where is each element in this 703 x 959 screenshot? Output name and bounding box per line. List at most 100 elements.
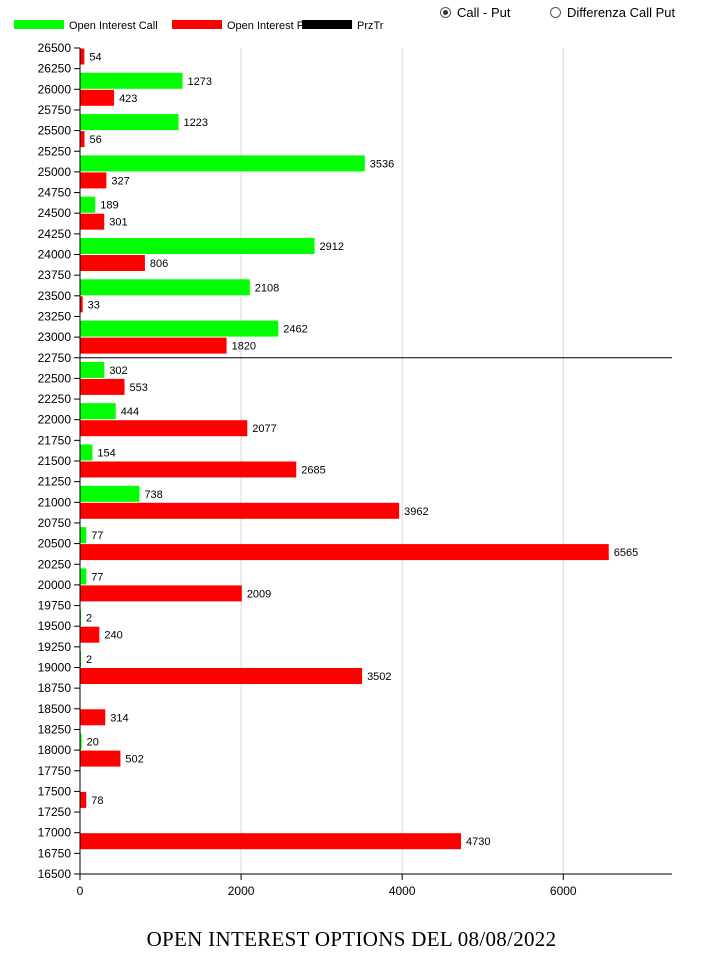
put-bar-label: 301 [109,217,127,229]
put-bar [80,626,100,643]
put-bar-label: 240 [104,630,122,642]
y-tick-label: 18250 [38,722,72,736]
put-bar [80,48,85,65]
put-bar [80,296,83,313]
put-bar [80,461,297,478]
put-bar [80,833,461,850]
y-tick-label: 23000 [38,330,72,344]
call-bar-label: 2 [86,613,92,625]
put-bar [80,378,125,395]
x-tick-label: 6000 [550,884,577,898]
put-bar-label: 2685 [301,465,325,477]
put-bar [80,255,145,271]
y-tick-label: 24250 [38,227,72,241]
call-bar-label: 3536 [370,158,394,170]
put-bar [80,709,106,726]
call-bar-label: 444 [121,406,139,418]
y-tick-label: 25500 [38,124,72,138]
y-tick-label: 20000 [38,578,72,592]
call-bar-label: 738 [144,489,162,501]
put-bar-label: 78 [91,795,103,807]
put-bar-label: 4730 [466,836,490,848]
call-bar [80,196,96,213]
y-tick-label: 21750 [38,433,72,447]
put-bar-label: 33 [88,299,100,311]
call-bar-label: 2108 [255,282,279,294]
legend-swatch [14,20,64,29]
grid-lines [240,48,564,874]
legend-label: Open Interest Call [69,20,158,32]
put-bar [80,172,107,189]
call-bar-label: 77 [91,571,103,583]
call-put-radio[interactable]: Call - Put [440,5,510,20]
put-bar-label: 54 [89,52,101,64]
put-bar-label: 2077 [252,423,276,435]
y-tick-label: 24000 [38,248,72,262]
call-bar-label: 20 [87,737,99,749]
call-bar [80,72,183,89]
legend-swatch [172,20,222,29]
call-bar-label: 2462 [283,324,307,336]
put-bar-label: 3962 [404,506,428,518]
y-tick-label: 19750 [38,599,72,613]
y-tick-label: 20500 [38,537,72,551]
y-tick-label: 25250 [38,144,72,158]
put-bar [80,131,85,148]
put-bar [80,420,248,437]
y-tick-label: 19000 [38,661,72,675]
y-tick-label: 25750 [38,103,72,117]
call-bar [80,568,87,585]
y-tick-label: 22000 [38,413,72,427]
x-tick-label: 2000 [228,884,255,898]
y-tick-label: 23750 [38,268,72,282]
put-bar [80,502,400,519]
call-bar [80,733,82,750]
call-bar [80,403,116,420]
call-bar-label: 189 [100,200,118,212]
y-tick-label: 18750 [38,681,72,695]
y-tick-label: 21000 [38,495,72,509]
radio-checked-icon[interactable] [440,7,451,18]
put-bar-label: 327 [111,175,129,187]
call-bar [80,238,315,254]
y-tick-label: 17000 [38,826,72,840]
call-bar [80,279,250,296]
put-bar [80,337,227,354]
put-bar-label: 3502 [367,671,391,683]
put-bar-label: 56 [90,134,102,146]
call-put-radio-label: Call - Put [457,5,511,20]
put-bar-label: 314 [110,712,128,724]
y-tick-label: 26000 [38,82,72,96]
y-tick-label: 16750 [38,846,72,860]
radio-unchecked-icon[interactable] [550,7,561,18]
y-tick-label: 17750 [38,764,72,778]
put-bar [80,750,121,767]
chart-footer-title: OPEN INTEREST OPTIONS DEL 08/08/2022 [146,927,557,951]
call-bar [80,485,140,502]
y-tick-label: 17500 [38,784,72,798]
x-tick-label: 0 [77,884,84,898]
call-bar-label: 302 [109,365,127,377]
y-tick-label: 17250 [38,805,72,819]
put-bar [80,668,363,684]
legend-label: PrzTr [357,20,384,32]
y-tick-label: 22250 [38,392,72,406]
put-bar-label: 553 [130,382,148,394]
call-bar-label: 2912 [320,241,344,253]
y-tick-label: 20250 [38,557,72,571]
y-tick-label: 22500 [38,371,72,385]
y-tick-label: 23500 [38,289,72,303]
differenza-call-put-radio-label: Differenza Call Put [567,5,676,20]
differenza-call-put-radio[interactable]: Differenza Call Put [550,5,675,20]
y-tick-label: 25000 [38,165,72,179]
y-tick-label: 18500 [38,702,72,716]
x-tick-label: 4000 [389,884,416,898]
y-tick-label: 21500 [38,454,72,468]
put-bar-label: 6565 [614,547,638,559]
y-tick-label: 18000 [38,743,72,757]
bars: 1273 1223 3536 189 2912 2108 2462 302 444 154 738 7… [80,48,672,850]
put-bar-label: 1820 [232,341,256,353]
put-bar [80,89,115,106]
call-bar-label: 1273 [188,76,212,88]
legend-label: Open Interest Put [227,20,313,32]
